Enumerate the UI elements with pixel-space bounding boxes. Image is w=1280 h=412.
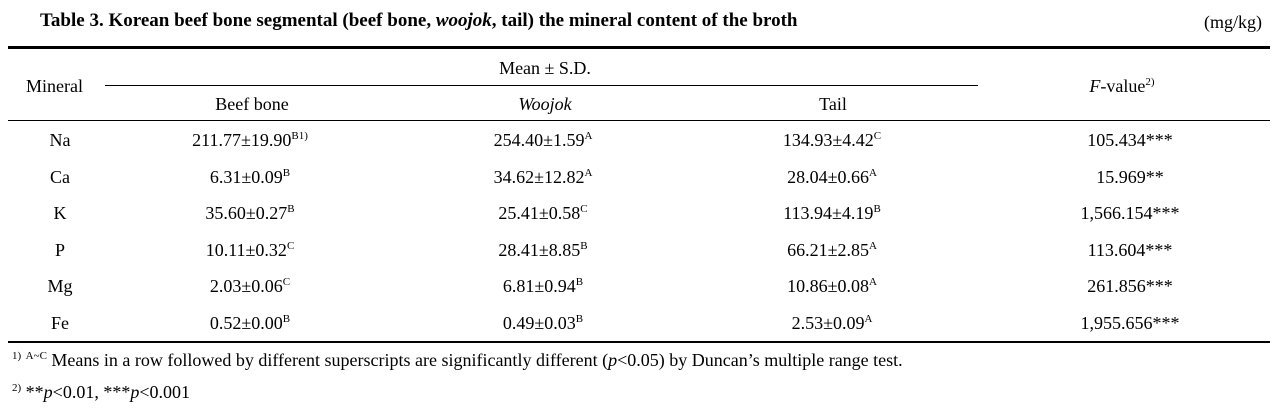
superscript: A [868, 239, 877, 252]
cell: 254.40±1.59A [494, 130, 593, 151]
footnote: 1) A~C Means in a row followed by differ… [12, 350, 903, 371]
footnote-text: p [43, 382, 53, 402]
superscript: B1) [291, 130, 308, 142]
cell-value: 254.40±1.59 [493, 130, 585, 150]
cell: 10.86±0.08A [787, 276, 877, 297]
f-value: 15.969** [1096, 166, 1164, 187]
superscript: 2) [1145, 76, 1155, 88]
rule [8, 120, 1270, 121]
unit: (mg/kg) [1204, 12, 1262, 32]
cell: 6.81±0.94B [503, 276, 583, 297]
superscript: B [287, 203, 295, 215]
f-value: 113.604*** [1087, 239, 1173, 260]
f-value: 105.434*** [1087, 130, 1173, 150]
cell-value: 10.11±0.32 [205, 239, 287, 260]
row-label: Mg [47, 276, 73, 296]
footnote: 2) **p<0.01, ***p<0.001 [12, 382, 190, 403]
cell: 10.11±0.32C [206, 240, 295, 261]
footnote-text: ** [25, 382, 44, 402]
cell-value: 10.86±0.08 [787, 276, 869, 296]
rule [105, 85, 978, 86]
cell-value: 0.52±0.00 [209, 312, 283, 333]
cell-value: 0.49±0.03 [502, 312, 576, 333]
header: Mineral [26, 76, 83, 96]
cell-value: 35.60±0.27 [205, 203, 288, 223]
superscript: B [282, 312, 291, 325]
footnote-text: <0.05) by Duncan’s multiple range test. [617, 350, 903, 370]
cell-value: 6.31±0.09 [209, 166, 283, 187]
header: Mean ± S.D. [499, 58, 591, 78]
cell-value: 113.94±4.19 [783, 203, 874, 223]
rule [8, 46, 1270, 49]
row-label: Ca [50, 166, 70, 187]
superscript: A [868, 276, 877, 288]
footnote-text: <0.001 [139, 382, 190, 402]
footnote-text: Means in a row followed by different sup… [51, 350, 609, 370]
cell: 34.62±12.82A [494, 167, 593, 188]
cell-value: 66.21±2.85 [787, 239, 869, 260]
header: Woojok [518, 94, 572, 114]
superscript: C [580, 203, 588, 215]
cell-value: 2.03±0.06 [209, 276, 283, 296]
title-text: , tail) the mineral content of the broth [491, 10, 798, 31]
superscript: C [286, 239, 295, 252]
footnote-text: p [608, 350, 618, 370]
superscript: B [575, 312, 584, 325]
superscript: C [282, 276, 291, 288]
cell: 35.60±0.27B [205, 203, 294, 224]
superscript: A~C [25, 350, 47, 362]
cell: 211.77±19.90B1) [192, 130, 308, 151]
header: Tail [819, 94, 847, 114]
cell: 2.03±0.06C [210, 276, 290, 297]
cell: 2.53±0.09A [792, 313, 873, 334]
cell: 66.21±2.85A [787, 240, 877, 261]
cell-value: 25.41±0.58 [498, 203, 581, 223]
table-title: Table 3. Korean beef bone segmental (bee… [40, 10, 798, 32]
cell-value: 6.81±0.94 [502, 276, 576, 296]
f-value: 261.856*** [1087, 276, 1173, 296]
cell: 28.41±8.85B [498, 240, 587, 261]
cell: 28.04±0.66A [787, 167, 877, 188]
superscript: B [282, 166, 291, 179]
header: Beef bone [215, 94, 289, 114]
header-text: F [1089, 76, 1101, 96]
cell-value: 28.04±0.66 [787, 166, 869, 187]
cell-value: 211.77±19.90 [192, 130, 292, 150]
header-text: -value [1100, 76, 1146, 96]
cell: 134.93±4.42C [783, 130, 881, 151]
superscript: A [584, 130, 593, 142]
superscript: C [873, 130, 882, 142]
cell: 0.49±0.03B [503, 313, 583, 334]
superscript: 2) [12, 382, 22, 394]
superscript: 1) [12, 350, 22, 362]
superscript: A [584, 166, 593, 179]
superscript: A [868, 166, 877, 179]
title-text: woojok [435, 10, 492, 31]
row-label: P [54, 239, 66, 260]
cell-value: 2.53±0.09 [791, 312, 865, 333]
footnote-text: p [130, 382, 140, 402]
cell: 113.94±4.19B [783, 203, 881, 224]
superscript: B [873, 203, 881, 215]
title-text: Table 3. Korean beef bone segmental (bee… [40, 10, 436, 31]
cell: 25.41±0.58C [498, 203, 587, 224]
row-label: K [53, 203, 67, 223]
cell: 0.52±0.00B [210, 313, 290, 334]
f-value: 1,566.154*** [1080, 203, 1180, 223]
superscript: B [575, 276, 584, 288]
header: F-value2) [1089, 76, 1154, 97]
footnote-text: <0.01, *** [52, 382, 131, 402]
cell: 6.31±0.09B [210, 167, 290, 188]
row-label: Na [49, 130, 71, 150]
superscript: B [580, 239, 588, 252]
rule [8, 341, 1270, 343]
f-value: 1,955.656*** [1080, 312, 1180, 333]
superscript: A [864, 312, 873, 325]
cell-value: 34.62±12.82 [493, 166, 585, 187]
cell-value: 134.93±4.42 [782, 130, 874, 150]
row-label: Fe [51, 312, 69, 333]
cell-value: 28.41±8.85 [498, 239, 581, 260]
